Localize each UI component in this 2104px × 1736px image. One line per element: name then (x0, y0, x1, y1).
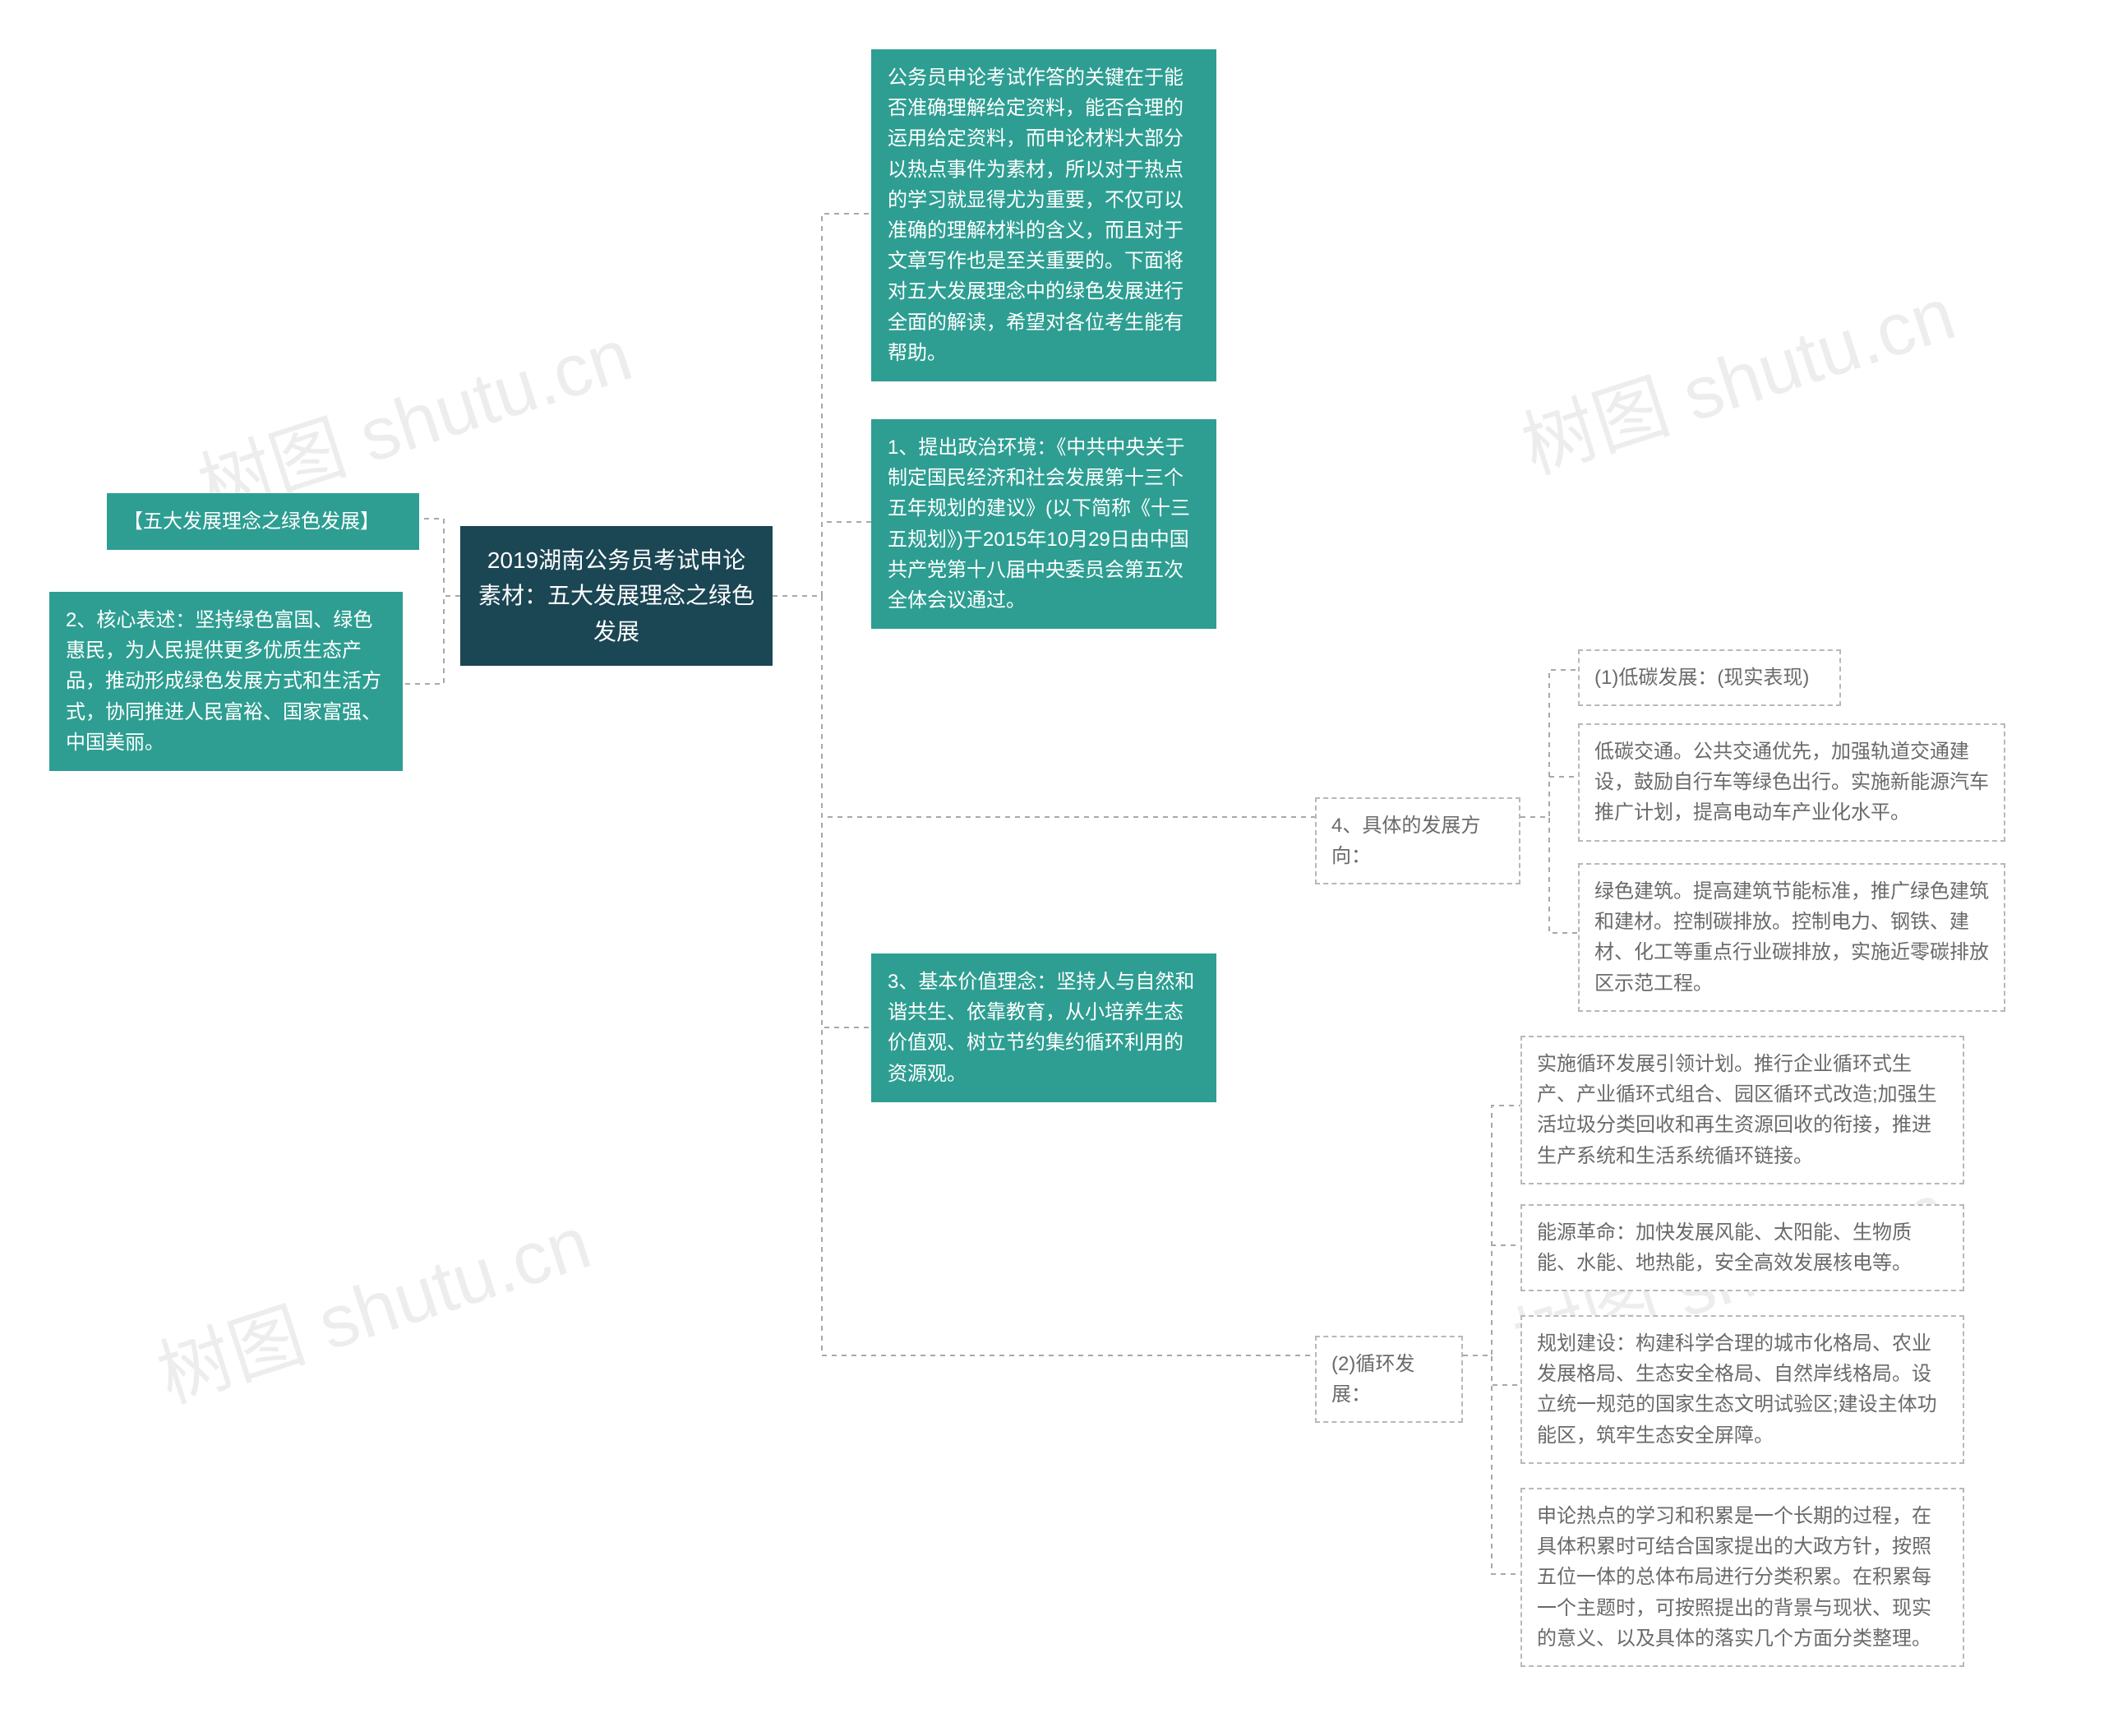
connector (773, 596, 1315, 817)
cycle-label[interactable]: (2)循环发展： (1315, 1336, 1463, 1423)
watermark: 树图 shutu.cn (142, 1183, 602, 1423)
node-text: 规划建设：构建科学合理的城市化格局、农业发展格局、生态安全格局、自然岸线格局。设… (1537, 1332, 1937, 1447)
node-text: 低碳交通。公共交通优先，加强轨道交通建设，鼓励自行车等绿色出行。实施新能源汽车推… (1594, 741, 1989, 824)
connector (419, 519, 460, 596)
node-text: 2、核心表述：坚持绿色富国、绿色惠民，为人民提供更多优质生态产品，推动形成绿色发… (66, 609, 381, 754)
node-text: 绿色建筑。提高建筑节能标准，推广绿色建筑和建材。控制碳排放。控制电力、钢铁、建材… (1594, 880, 1989, 995)
node-text: 能源革命：加快发展风能、太阳能、生物质能、水能、地热能，安全高效发展核电等。 (1537, 1221, 1912, 1274)
node-text: 【五大发展理念之绿色发展】 (123, 510, 380, 533)
dir4-green-building[interactable]: 绿色建筑。提高建筑节能标准，推广绿色建筑和建材。控制碳排放。控制电力、钢铁、建材… (1578, 863, 2005, 1012)
connector (773, 522, 871, 596)
node-text: 4、具体的发展方向： (1331, 815, 1480, 867)
connector (1520, 670, 1578, 817)
cycle-energy[interactable]: 能源革命：加快发展风能、太阳能、生物质能、水能、地热能，安全高效发展核电等。 (1520, 1204, 1964, 1291)
right-node-policy[interactable]: 1、提出政治环境：《中共中央关于制定国民经济和社会发展第十三个五年规划的建议》(… (871, 419, 1216, 629)
node-text: 3、基本价值理念：坚持人与自然和谐共生、依靠教育，从小培养生态价值观、树立节约集… (888, 971, 1194, 1085)
dir4-lowcarbon-transport[interactable]: 低碳交通。公共交通优先，加强轨道交通建设，鼓励自行车等绿色出行。实施新能源汽车推… (1578, 723, 2005, 842)
connector (1463, 1106, 1520, 1355)
node-text: (1)低碳发展：(现实表现) (1594, 667, 1809, 689)
node-text: 公务员申论考试作答的关键在于能否准确理解给定资料，能否合理的运用给定资料，而申论… (888, 67, 1184, 364)
root-node[interactable]: 2019湖南公务员考试申论素材：五大发展理念之绿色发展 (460, 526, 773, 666)
left-node-core[interactable]: 2、核心表述：坚持绿色富国、绿色惠民，为人民提供更多优质生态产品，推动形成绿色发… (49, 592, 403, 771)
node-text: 申论热点的学习和积累是一个长期的过程，在具体积累时可结合国家提出的大政方针，按照… (1537, 1505, 1931, 1650)
right-node-intro[interactable]: 公务员申论考试作答的关键在于能否准确理解给定资料，能否合理的运用给定资料，而申论… (871, 49, 1216, 381)
connector (1463, 1355, 1520, 1574)
dir4-lowcarbon-heading[interactable]: (1)低碳发展：(现实表现) (1578, 649, 1841, 706)
left-node-heading[interactable]: 【五大发展理念之绿色发展】 (107, 493, 419, 550)
root-label: 2019湖南公务员考试申论素材：五大发展理念之绿色发展 (477, 542, 756, 649)
watermark: 树图 shutu.cn (1506, 254, 1966, 494)
connector (1463, 1245, 1520, 1355)
connector (1520, 817, 1578, 933)
node-text: (2)循环发展： (1331, 1353, 1414, 1406)
cycle-planning[interactable]: 规划建设：构建科学合理的城市化格局、农业发展格局、生态安全格局、自然岸线格局。设… (1520, 1315, 1964, 1464)
right-node-values[interactable]: 3、基本价值理念：坚持人与自然和谐共生、依靠教育，从小培养生态价值观、树立节约集… (871, 953, 1216, 1102)
connector (773, 596, 871, 1027)
connector (1520, 777, 1578, 817)
connector (1463, 1355, 1520, 1385)
direction-4-label[interactable]: 4、具体的发展方向： (1315, 797, 1520, 884)
cycle-study[interactable]: 申论热点的学习和积累是一个长期的过程，在具体积累时可结合国家提出的大政方针，按照… (1520, 1488, 1964, 1667)
node-text: 实施循环发展引领计划。推行企业循环式生产、产业循环式组合、园区循环式改造;加强生… (1537, 1053, 1937, 1167)
cycle-plan[interactable]: 实施循环发展引领计划。推行企业循环式生产、产业循环式组合、园区循环式改造;加强生… (1520, 1036, 1964, 1184)
connector (773, 214, 871, 596)
connector (403, 596, 460, 684)
node-text: 1、提出政治环境：《中共中央关于制定国民经济和社会发展第十三个五年规划的建议》(… (888, 436, 1190, 612)
